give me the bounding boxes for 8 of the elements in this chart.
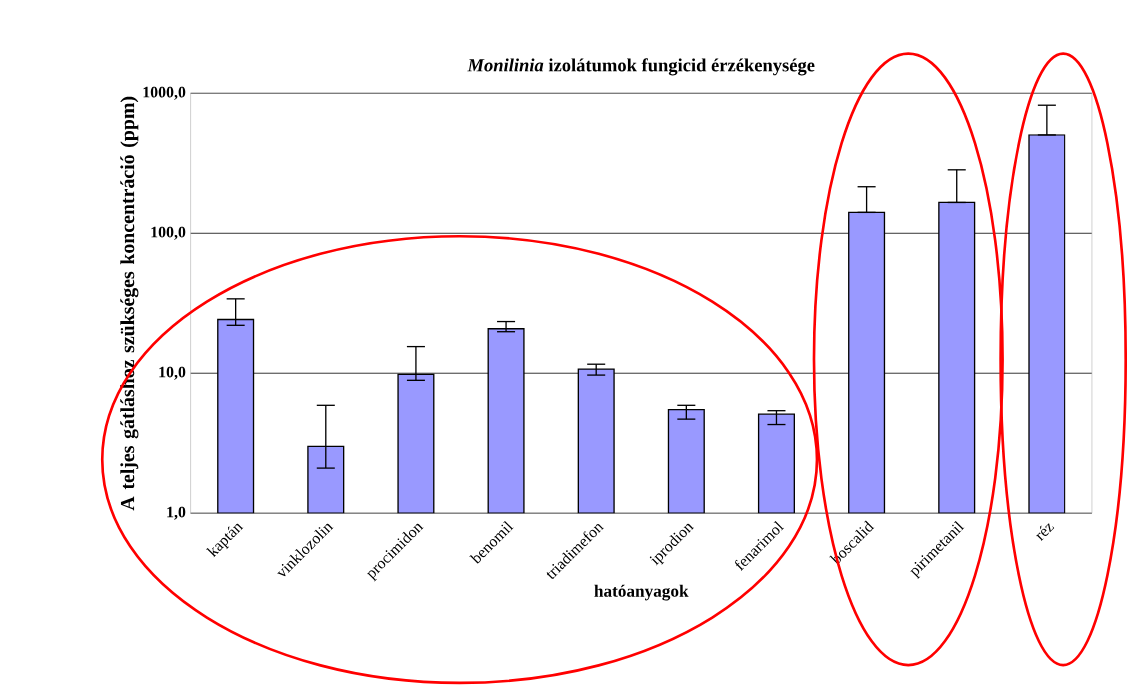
y-tick-label: 100,0 xyxy=(151,226,186,240)
x-tick-label: réz xyxy=(1036,523,1055,542)
y-tick-label: 1000,0 xyxy=(143,86,186,100)
x-axis-title: hatóanyagok xyxy=(594,584,689,601)
y-tick-label: 1,0 xyxy=(167,506,186,520)
chart-title: Monilinia izolátumok fungicid érzékenysége xyxy=(467,58,815,76)
y-axis-title: A teljes gátláshoz szükséges koncentráció (ppm) xyxy=(120,96,139,511)
y-tick-label: 10,0 xyxy=(159,366,186,380)
